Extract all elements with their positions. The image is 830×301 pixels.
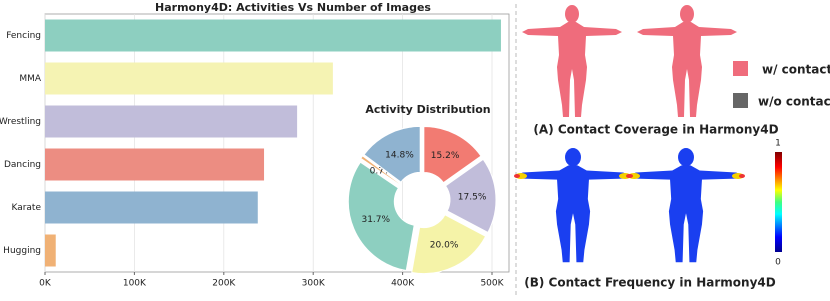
y-tick-label: Karate bbox=[11, 203, 41, 213]
body-renders bbox=[514, 5, 745, 263]
legend-label: w/ contact bbox=[762, 63, 830, 77]
bar bbox=[45, 105, 298, 138]
bar bbox=[45, 19, 501, 52]
legend-swatch bbox=[733, 93, 748, 108]
colorbar-label: 0 bbox=[775, 258, 781, 268]
bar bbox=[45, 62, 333, 95]
x-tick-label: 100K bbox=[123, 279, 147, 289]
heat-body-front bbox=[514, 148, 632, 263]
bar bbox=[45, 191, 258, 224]
bar bbox=[45, 148, 265, 181]
y-tick-label: MMA bbox=[19, 74, 42, 84]
pie-label: 0.7% bbox=[370, 166, 393, 176]
colorbar-label: 1 bbox=[775, 139, 781, 149]
pie-label: 20.0% bbox=[430, 241, 459, 251]
pie-slice bbox=[423, 125, 482, 184]
pie-slice bbox=[347, 161, 415, 272]
body-front bbox=[522, 5, 622, 117]
x-tick-label: 300K bbox=[302, 279, 326, 289]
pie-label: 17.5% bbox=[458, 192, 487, 202]
caption: (B) Contact Frequency in Harmony4D bbox=[524, 276, 776, 290]
pie-title: Activity Distribution bbox=[365, 103, 490, 116]
colorbar bbox=[775, 152, 782, 252]
legend-label: w/o contact bbox=[758, 95, 830, 109]
y-tick-label: Hugging bbox=[3, 246, 41, 256]
pie-label: 31.7% bbox=[361, 215, 390, 225]
x-tick-label: 200K bbox=[212, 279, 236, 289]
x-tick-label: 400K bbox=[391, 279, 415, 289]
bar bbox=[45, 234, 56, 267]
pie-slice bbox=[360, 155, 401, 185]
pie-label: 15.2% bbox=[431, 151, 460, 161]
x-tick-label: 0K bbox=[39, 279, 52, 289]
pie-slice bbox=[411, 214, 487, 275]
chart-title: Harmony4D: Activities Vs Number of Image… bbox=[155, 1, 431, 14]
pie-slice bbox=[363, 125, 421, 183]
legend-swatch bbox=[733, 61, 748, 76]
pie-label: 14.8% bbox=[385, 151, 414, 161]
body-back bbox=[637, 5, 737, 117]
pie-slice bbox=[444, 158, 497, 234]
caption: (A) Contact Coverage in Harmony4D bbox=[533, 123, 778, 137]
y-tick-label: Fencing bbox=[6, 31, 41, 41]
heat-body-back bbox=[627, 148, 745, 263]
y-tick-label: Dancing bbox=[4, 160, 41, 170]
x-tick-label: 500K bbox=[480, 279, 504, 289]
y-tick-label: Wrestling bbox=[0, 117, 41, 127]
